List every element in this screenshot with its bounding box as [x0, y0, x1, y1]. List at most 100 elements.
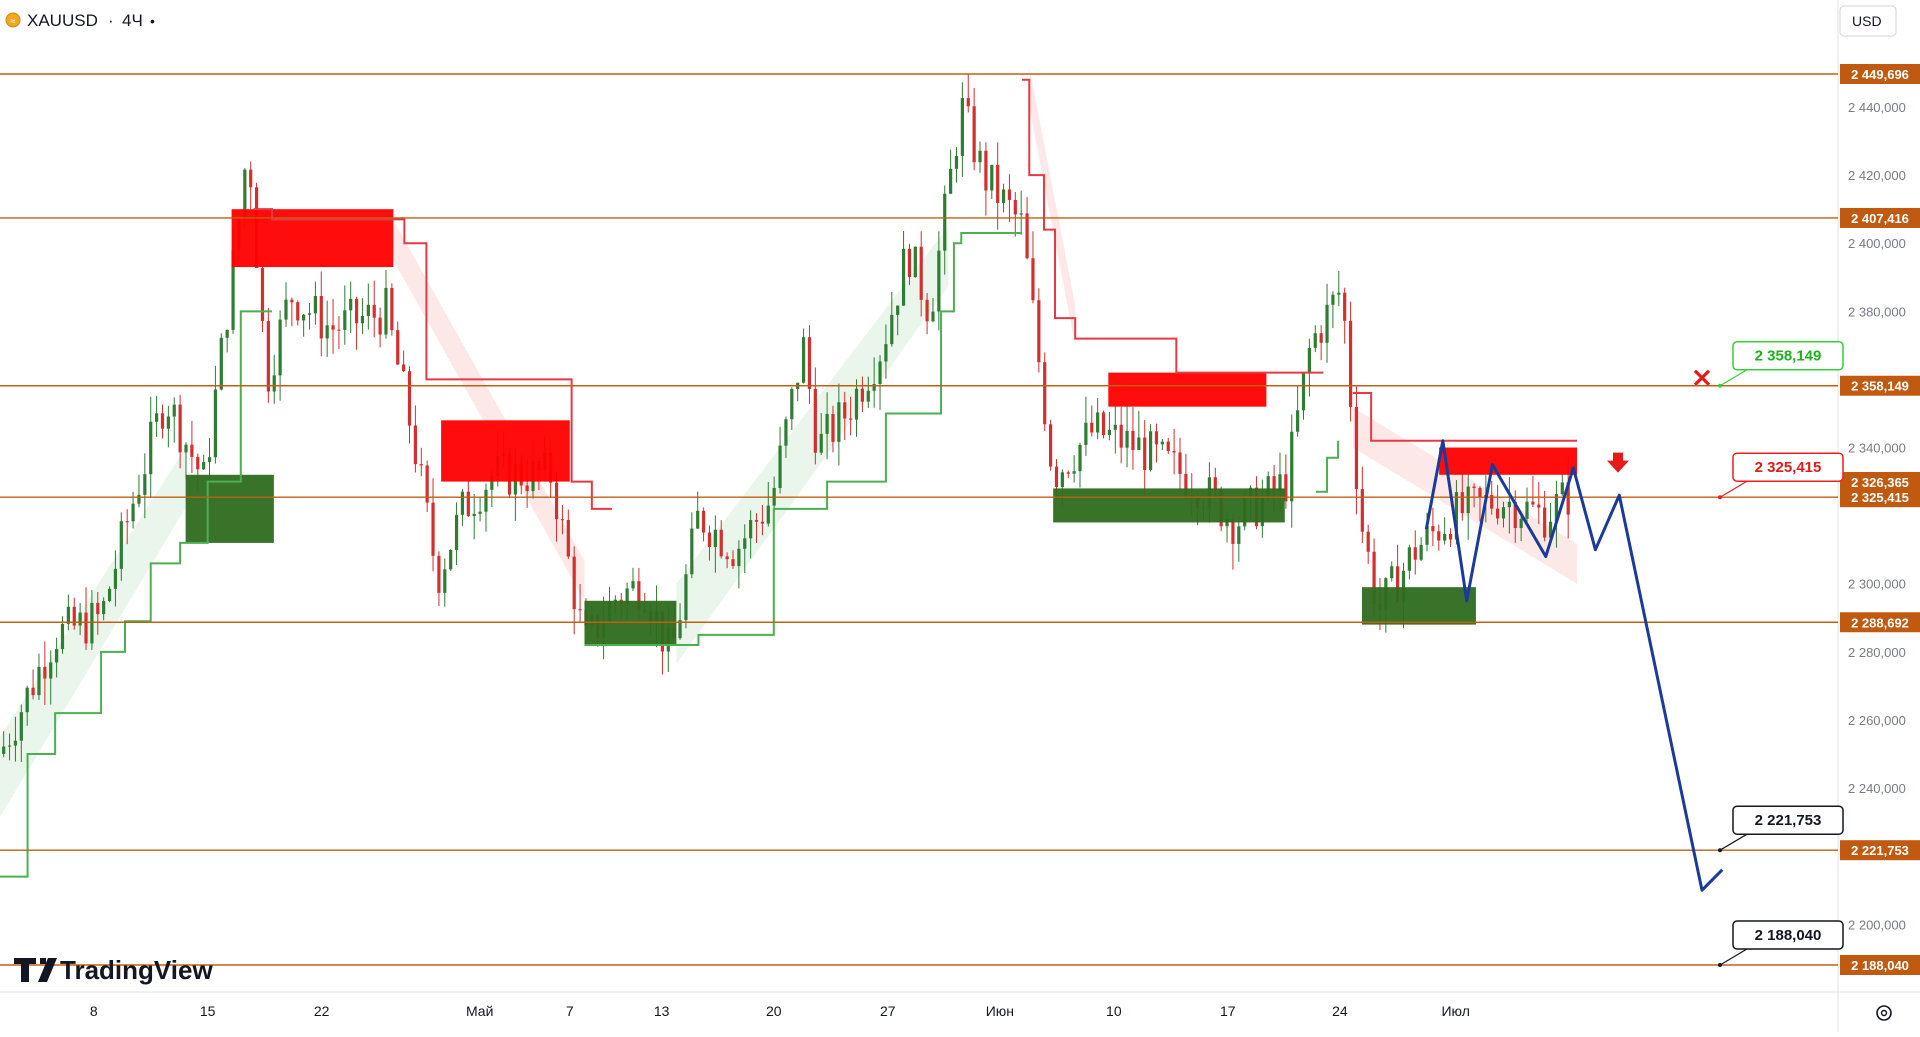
candle-body — [60, 623, 65, 650]
candle-body — [419, 464, 423, 466]
candle-body — [554, 482, 559, 520]
candle-body — [637, 581, 641, 610]
candle-body — [184, 444, 188, 453]
candle-body — [813, 388, 817, 453]
callout-leader — [1719, 480, 1748, 498]
callout-leader — [1719, 948, 1748, 966]
candle-body — [996, 164, 1000, 203]
candle-body — [396, 330, 400, 365]
candle-body — [1513, 501, 1517, 529]
candle-body — [913, 246, 917, 278]
candle-body — [1131, 430, 1135, 451]
settings-gear-icon[interactable] — [1876, 1005, 1892, 1021]
candle-body — [443, 569, 447, 593]
y-tick-label: 2 280,000 — [1848, 645, 1906, 660]
gold-coin-icon-mark: ≈ — [11, 16, 16, 26]
candle-body — [1019, 213, 1023, 215]
level-price-tag — [1840, 64, 1920, 84]
candle-body — [478, 511, 482, 514]
candle-body — [319, 295, 323, 339]
x-tick-label: Июн — [986, 1003, 1014, 1019]
tradingview-logo[interactable]: TradingView — [14, 955, 213, 985]
candle-body — [937, 250, 941, 312]
candle-body — [831, 413, 835, 442]
candle-body — [249, 169, 253, 188]
candle-body — [1560, 482, 1564, 495]
candle-body — [1407, 547, 1411, 571]
candle-body — [1413, 547, 1417, 560]
candle-body — [1331, 294, 1335, 305]
candle-body — [49, 662, 53, 679]
y-tick-label: 2 300,000 — [1848, 577, 1906, 592]
candle-body — [819, 433, 823, 453]
candle-body — [307, 313, 312, 315]
candle-body — [1519, 518, 1523, 529]
candle-body — [425, 465, 429, 503]
candle-body — [1037, 300, 1041, 363]
candle-body — [431, 502, 435, 556]
candle-body — [790, 389, 794, 420]
x-tick-label: Май — [466, 1003, 493, 1019]
candle-body — [825, 413, 829, 434]
candle-body — [972, 106, 976, 163]
candle-body — [743, 538, 747, 549]
cross-icon — [1693, 369, 1711, 386]
candle-body — [19, 712, 23, 741]
callout-box[interactable] — [1732, 805, 1844, 835]
level-price-tag — [1840, 207, 1920, 228]
chart-header[interactable]: ≈ XAUUSD · 4Ч • — [5, 11, 155, 30]
candle-body — [55, 649, 59, 663]
supply-zone — [441, 420, 570, 482]
candle-body — [278, 319, 282, 376]
candle-body — [178, 404, 182, 453]
candle-body — [1496, 508, 1500, 519]
candle-body — [1543, 507, 1547, 538]
candle-body — [684, 574, 688, 621]
x-tick-label: 24 — [1332, 1003, 1348, 1019]
candle-body — [125, 521, 129, 523]
candle-body — [231, 250, 235, 330]
callout-box[interactable] — [1732, 452, 1844, 482]
level-price-tag-text: 2 325,415 — [1851, 490, 1909, 505]
candle-body — [31, 687, 35, 696]
symbol-label: XAUUSD — [27, 11, 98, 30]
y-tick-label: 2 400,000 — [1848, 236, 1906, 251]
candle-body — [1148, 431, 1153, 470]
candle-body — [390, 287, 394, 331]
candle-body — [260, 268, 265, 322]
candle-body — [131, 503, 135, 522]
candle-body — [360, 315, 365, 324]
callout-box[interactable] — [1732, 920, 1844, 950]
x-tick-label: 27 — [880, 1003, 896, 1019]
candle-body — [1231, 519, 1235, 544]
candle-body — [384, 287, 388, 335]
callout-anchor-dot — [1718, 495, 1722, 500]
candle-body — [2, 746, 6, 755]
candle-body — [1125, 430, 1129, 448]
candle-body — [1501, 507, 1506, 519]
candle-body — [1354, 406, 1359, 490]
level-price-tag-text: 2 407,416 — [1851, 211, 1909, 226]
candle-body — [1301, 373, 1306, 411]
uptrend-fill-1 — [676, 226, 949, 664]
candle-body — [843, 402, 847, 419]
candle-body — [696, 510, 700, 529]
callout-box[interactable] — [1732, 340, 1844, 371]
candle-body — [907, 248, 912, 278]
candle-body — [196, 456, 200, 470]
candle-body — [349, 298, 353, 311]
candle-body — [449, 549, 453, 570]
currency-button[interactable]: USD — [1839, 5, 1897, 37]
candle-body — [1054, 466, 1059, 488]
x-tick-label: 8 — [90, 1003, 98, 1019]
candle-body — [160, 413, 165, 429]
candle-body — [66, 606, 70, 624]
downtrend-fill-2 — [1352, 407, 1578, 584]
candle-body — [1401, 570, 1406, 603]
candle-body — [890, 314, 894, 345]
callout-text: 2 188,040 — [1755, 927, 1822, 944]
candle-body — [1072, 471, 1076, 474]
candle-body — [1178, 452, 1182, 474]
candle-body — [1290, 431, 1294, 502]
callout-leader — [1719, 369, 1748, 387]
